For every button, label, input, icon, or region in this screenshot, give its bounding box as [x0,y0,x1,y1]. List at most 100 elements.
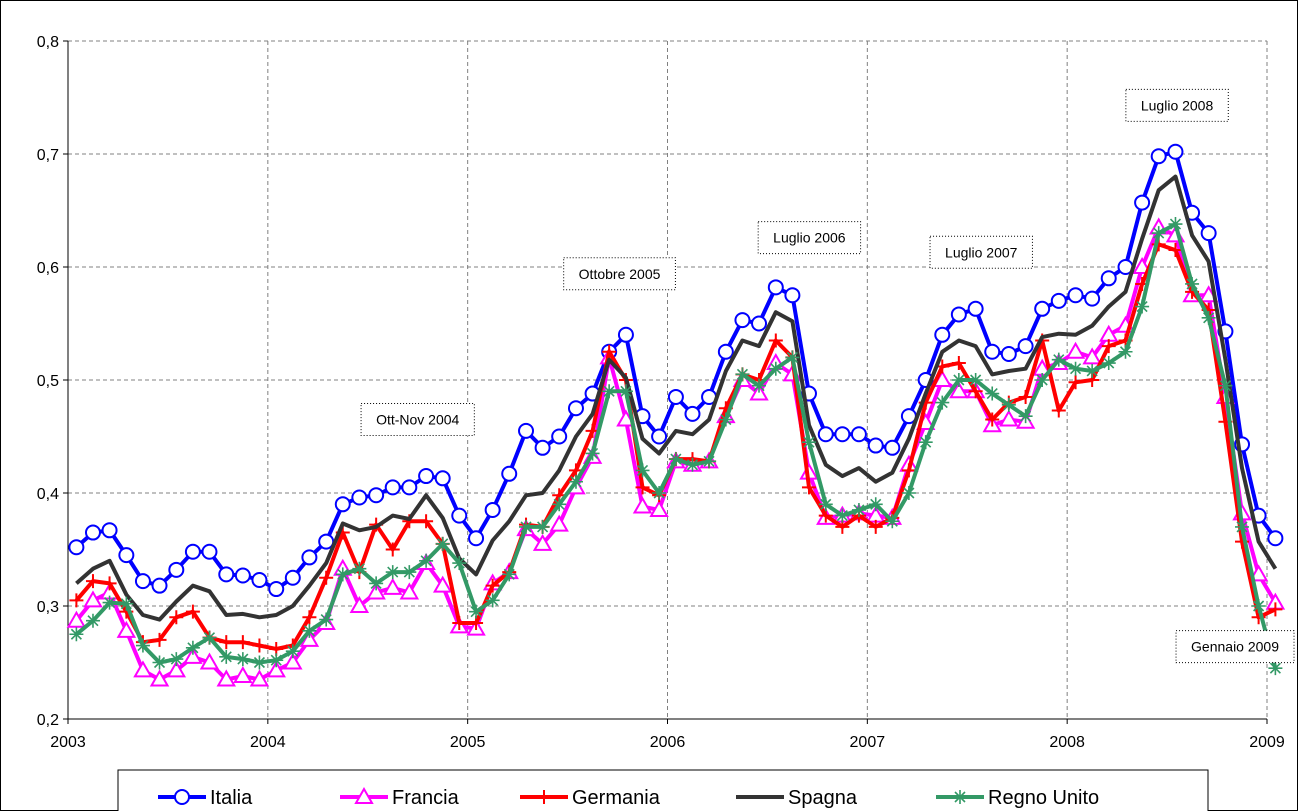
data-point-regno-unito [485,593,500,608]
data-point-regno-unito [1051,352,1066,367]
data-point-italia [817,426,834,443]
legend-swatch-marker [354,786,374,804]
data-point-regno-unito [985,386,1000,401]
data-point-francia [199,652,220,670]
data-point-italia [168,561,185,578]
data-point-francia [116,620,137,638]
data-point-francia [383,577,403,595]
data-point-italia [1050,292,1067,309]
data-point-regno-unito [385,565,400,580]
legend-label: Germania [572,787,661,809]
data-point-francia [1248,564,1269,582]
legend-swatch-marker [537,790,551,804]
annotation-box: Luglio 2006 [757,221,862,255]
data-point-regno-unito [868,497,883,512]
data-point-italia [368,487,385,504]
annotation-frame [563,257,676,291]
data-point-germania [69,593,84,608]
data-point-francia [349,595,370,613]
data-point-francia [999,409,1019,427]
data-point-italia [950,306,967,323]
data-point-germania [801,480,816,495]
data-point-italia [784,287,801,304]
data-point-germania [602,344,617,359]
data-point-regno-unito [152,655,167,670]
data-point-regno-unito [1235,519,1250,534]
data-point-francia [366,582,386,600]
data-point-regno-unito [1268,661,1283,676]
data-point-regno-unito [502,567,517,582]
data-point-italia [1150,148,1167,165]
y-tick-label: 0,2 [37,712,59,729]
x-tick-label: 2006 [650,734,686,751]
legend-item-francia: Francia [340,786,460,809]
data-point-italia [418,468,435,485]
data-point-regno-unito [851,502,866,517]
data-point-italia [1034,300,1051,317]
legend-label: Italia [210,787,253,809]
data-point-italia [834,426,851,443]
y-tick-label: 0,6 [37,260,59,277]
data-point-germania [452,615,467,630]
legend-item-spagna: Spagna [736,787,858,809]
data-point-francia [1082,347,1102,365]
data-point-germania [185,604,200,619]
data-point-germania [635,480,650,495]
data-point-regno-unito [252,655,267,670]
data-point-italia [501,465,518,482]
annotation-box: Ott-Nov 2004 [360,403,475,437]
legend-box [117,769,1209,811]
annotation-frame [757,221,862,255]
data-point-italia [551,428,568,445]
data-point-italia [1167,143,1184,160]
data-point-regno-unito [1185,276,1200,291]
series-lines [66,143,1286,687]
data-point-francia [649,499,669,517]
data-point-italia [384,479,401,496]
data-point-francia [249,669,270,687]
data-point-regno-unito [951,373,966,387]
data-point-germania [302,610,317,625]
data-point-regno-unito [635,463,650,478]
y-tick-label: 0,8 [37,34,59,51]
x-tick-label: 2009 [1249,734,1285,751]
data-point-germania [1068,375,1083,390]
data-point-italia [518,422,535,439]
data-point-regno-unito [135,638,150,653]
data-point-regno-unito [768,361,783,376]
data-point-regno-unito [1201,310,1216,325]
data-point-regno-unito [435,536,450,551]
data-point-regno-unito [419,553,434,568]
data-point-italia [1084,290,1101,307]
data-point-italia [934,326,951,343]
data-point-italia [284,569,301,586]
data-point-francia [399,582,420,600]
data-point-francia [66,610,87,628]
data-point-italia [251,572,268,589]
data-point-regno-unito [885,514,900,529]
data-point-italia [484,501,501,518]
data-point-italia [184,543,201,560]
data-point-germania [951,356,966,371]
data-point-regno-unito [901,486,916,500]
data-point-germania [319,570,334,585]
legend-label: Regno Unito [988,787,1099,809]
data-point-francia [532,533,553,551]
data-point-regno-unito [519,519,534,534]
data-point-regno-unito [169,652,184,667]
data-point-germania [385,542,400,557]
data-point-germania [985,412,1000,427]
data-point-italia [301,549,318,566]
data-point-francia [432,575,453,593]
legend-item-germania: Germania [520,787,661,809]
data-point-italia [1017,338,1034,355]
data-point-regno-unito [568,474,583,489]
data-point-italia [218,566,235,583]
data-point-regno-unito [685,457,700,472]
data-point-francia [166,660,187,678]
data-point-italia [867,437,884,454]
legend-swatch-marker [174,789,190,805]
data-point-regno-unito [1018,409,1033,424]
data-point-regno-unito [1001,397,1016,412]
data-point-regno-unito [835,508,850,523]
